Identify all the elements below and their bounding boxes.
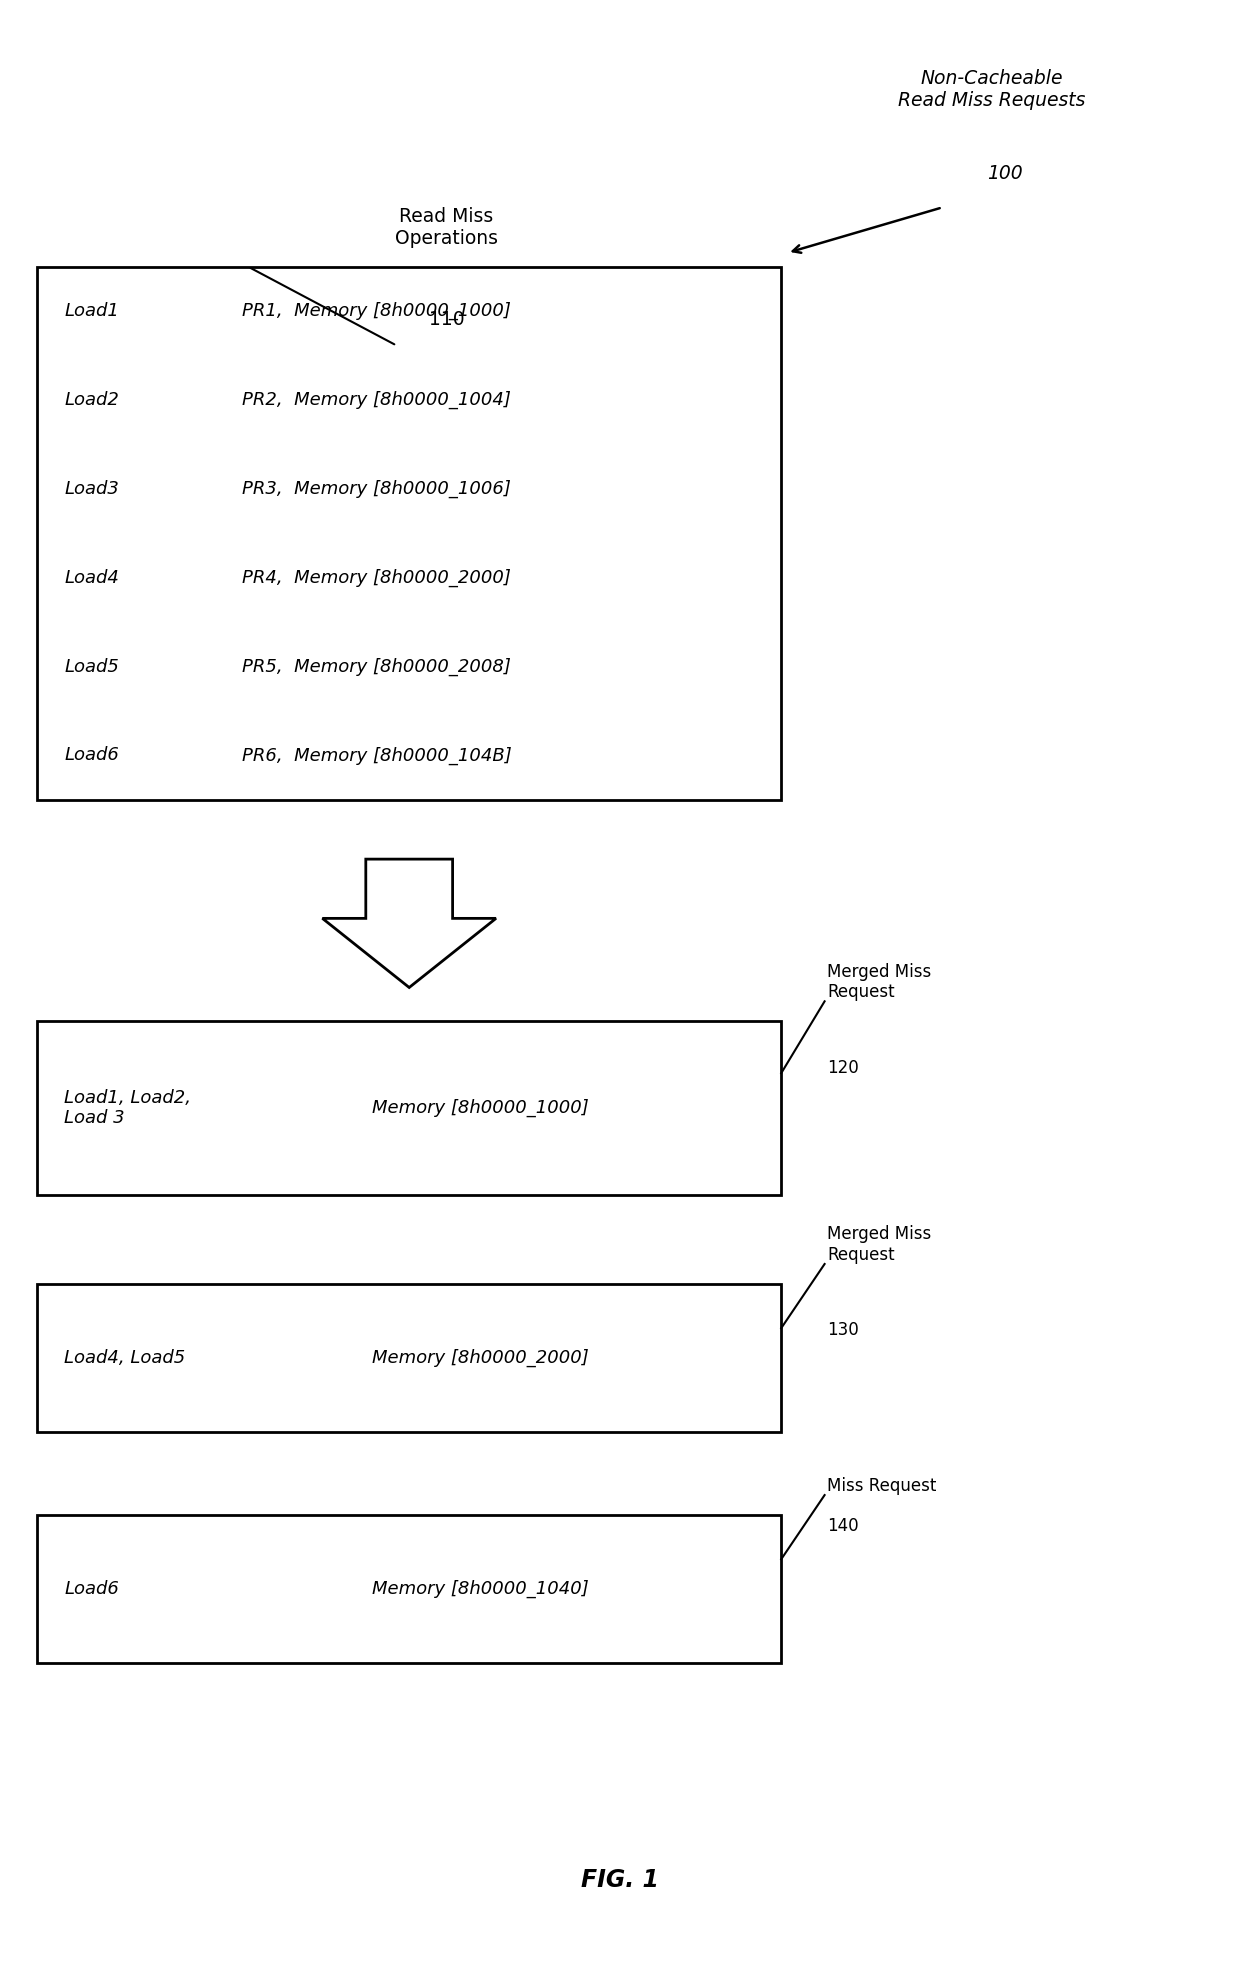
- Text: Load1, Load2,
Load 3: Load1, Load2, Load 3: [64, 1088, 191, 1128]
- Text: PR3,  Memory [8h0000_1006]: PR3, Memory [8h0000_1006]: [242, 480, 511, 498]
- Text: Load1: Load1: [64, 302, 119, 320]
- Text: 120: 120: [827, 1059, 859, 1076]
- Text: Load4, Load5: Load4, Load5: [64, 1349, 186, 1367]
- Text: Load2: Load2: [64, 391, 119, 409]
- Text: FIG. 1: FIG. 1: [582, 1868, 658, 1892]
- Text: 140: 140: [827, 1517, 859, 1535]
- Text: PR4,  Memory [8h0000_2000]: PR4, Memory [8h0000_2000]: [242, 569, 511, 587]
- Text: PR1,  Memory [8h0000_1000]: PR1, Memory [8h0000_1000]: [242, 302, 511, 320]
- FancyBboxPatch shape: [37, 267, 781, 800]
- Text: Merged Miss
Request: Merged Miss Request: [827, 962, 931, 1001]
- Text: Miss Request: Miss Request: [827, 1477, 936, 1495]
- Text: Read Miss
Operations: Read Miss Operations: [394, 207, 498, 249]
- Text: 110: 110: [429, 310, 464, 330]
- Text: Merged Miss
Request: Merged Miss Request: [827, 1224, 931, 1264]
- Text: PR6,  Memory [8h0000_104B]: PR6, Memory [8h0000_104B]: [242, 747, 512, 764]
- FancyBboxPatch shape: [37, 1021, 781, 1195]
- FancyBboxPatch shape: [37, 1515, 781, 1663]
- Text: Load4: Load4: [64, 569, 119, 587]
- Polygon shape: [322, 859, 496, 988]
- Text: Memory [8h0000_1040]: Memory [8h0000_1040]: [372, 1580, 589, 1598]
- Text: 130: 130: [827, 1321, 859, 1339]
- Text: PR2,  Memory [8h0000_1004]: PR2, Memory [8h0000_1004]: [242, 391, 511, 409]
- Text: Memory [8h0000_2000]: Memory [8h0000_2000]: [372, 1349, 589, 1367]
- Text: Memory [8h0000_1000]: Memory [8h0000_1000]: [372, 1098, 589, 1118]
- Text: Load6: Load6: [64, 1580, 119, 1598]
- Text: Load3: Load3: [64, 480, 119, 498]
- Text: Load5: Load5: [64, 658, 119, 675]
- Text: Non-Cacheable
Read Miss Requests: Non-Cacheable Read Miss Requests: [898, 69, 1086, 111]
- Text: 100: 100: [987, 164, 1022, 184]
- Text: Load6: Load6: [64, 747, 119, 764]
- Text: PR5,  Memory [8h0000_2008]: PR5, Memory [8h0000_2008]: [242, 658, 511, 675]
- FancyBboxPatch shape: [37, 1284, 781, 1432]
